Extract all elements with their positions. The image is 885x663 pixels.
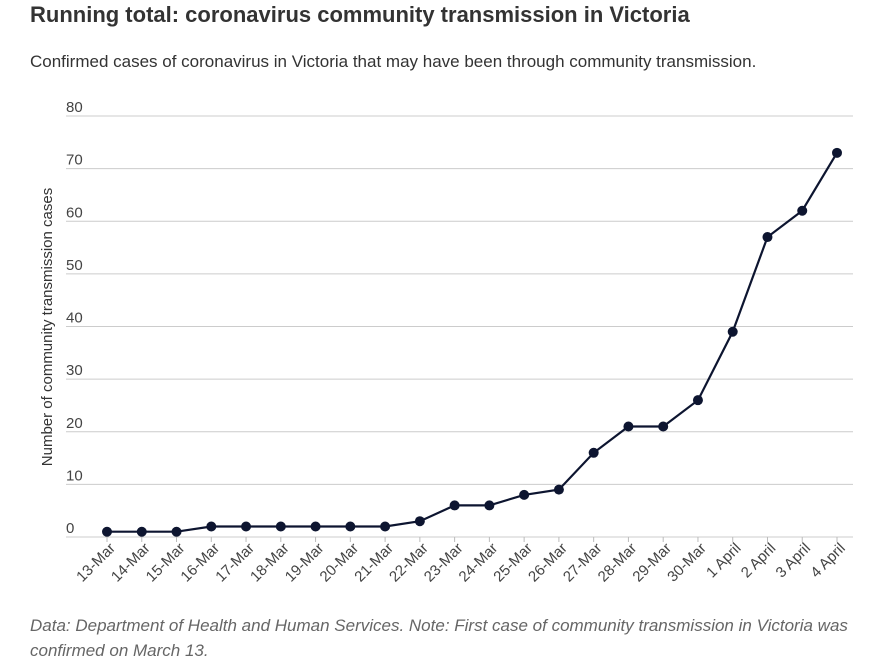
- data-point[interactable]: [380, 521, 391, 532]
- data-point[interactable]: [275, 521, 286, 532]
- y-tick-label: 0: [66, 520, 74, 537]
- data-point[interactable]: [310, 521, 321, 532]
- gridlines: [66, 115, 853, 538]
- data-point[interactable]: [414, 516, 425, 527]
- x-axis-tick-labels: 13-Mar14-Mar15-Mar16-Mar17-Mar18-Mar19-M…: [73, 537, 849, 585]
- line-chart: 0 10 20 30 40 50 60 70 80 Number of community tr…: [39, 99, 853, 585]
- source-note: Data: Department of Health and Human Ser…: [30, 616, 848, 660]
- data-point[interactable]: [484, 500, 495, 511]
- data-point[interactable]: [588, 447, 599, 458]
- data-point[interactable]: [658, 421, 669, 432]
- data-point[interactable]: [832, 147, 842, 158]
- data-point[interactable]: [553, 484, 564, 495]
- x-tick-label: 3 April: [773, 540, 815, 582]
- y-tick-label: 80: [66, 99, 83, 116]
- y-tick-label: 70: [66, 152, 83, 169]
- data-point[interactable]: [692, 395, 703, 406]
- data-point[interactable]: [449, 500, 460, 511]
- data-point[interactable]: [727, 326, 738, 337]
- y-tick-label: 20: [66, 415, 83, 432]
- y-tick-label: 50: [66, 257, 83, 274]
- data-point[interactable]: [171, 526, 182, 537]
- series-line: [107, 152, 838, 533]
- data-point[interactable]: [241, 521, 252, 532]
- y-tick-label: 40: [66, 310, 83, 327]
- chart-subtitle: Confirmed cases of coronavirus in Victor…: [30, 52, 757, 71]
- data-point[interactable]: [136, 526, 147, 537]
- y-tick-label: 60: [66, 204, 83, 221]
- data-point[interactable]: [797, 205, 808, 216]
- y-tick-label: 10: [66, 467, 83, 484]
- x-tick-label: 4 April: [807, 540, 849, 582]
- y-axis-tick-labels: 0 10 20 30 40 50 60 70 80: [66, 99, 83, 537]
- data-point[interactable]: [762, 232, 773, 243]
- x-tick-label: 30-Mar: [664, 540, 710, 586]
- data-point[interactable]: [102, 526, 112, 537]
- data-point[interactable]: [206, 521, 217, 532]
- data-point[interactable]: [345, 521, 356, 532]
- x-tick-label: 1 April: [703, 540, 745, 582]
- x-tick-label: 2 April: [738, 540, 780, 582]
- data-point[interactable]: [519, 489, 530, 500]
- y-axis-title: Number of community transmission cases: [39, 188, 56, 466]
- chart-title: Running total: coronavirus community tra…: [30, 2, 690, 27]
- data-point[interactable]: [623, 421, 634, 432]
- data-points: [102, 147, 842, 537]
- y-tick-label: 30: [66, 362, 83, 379]
